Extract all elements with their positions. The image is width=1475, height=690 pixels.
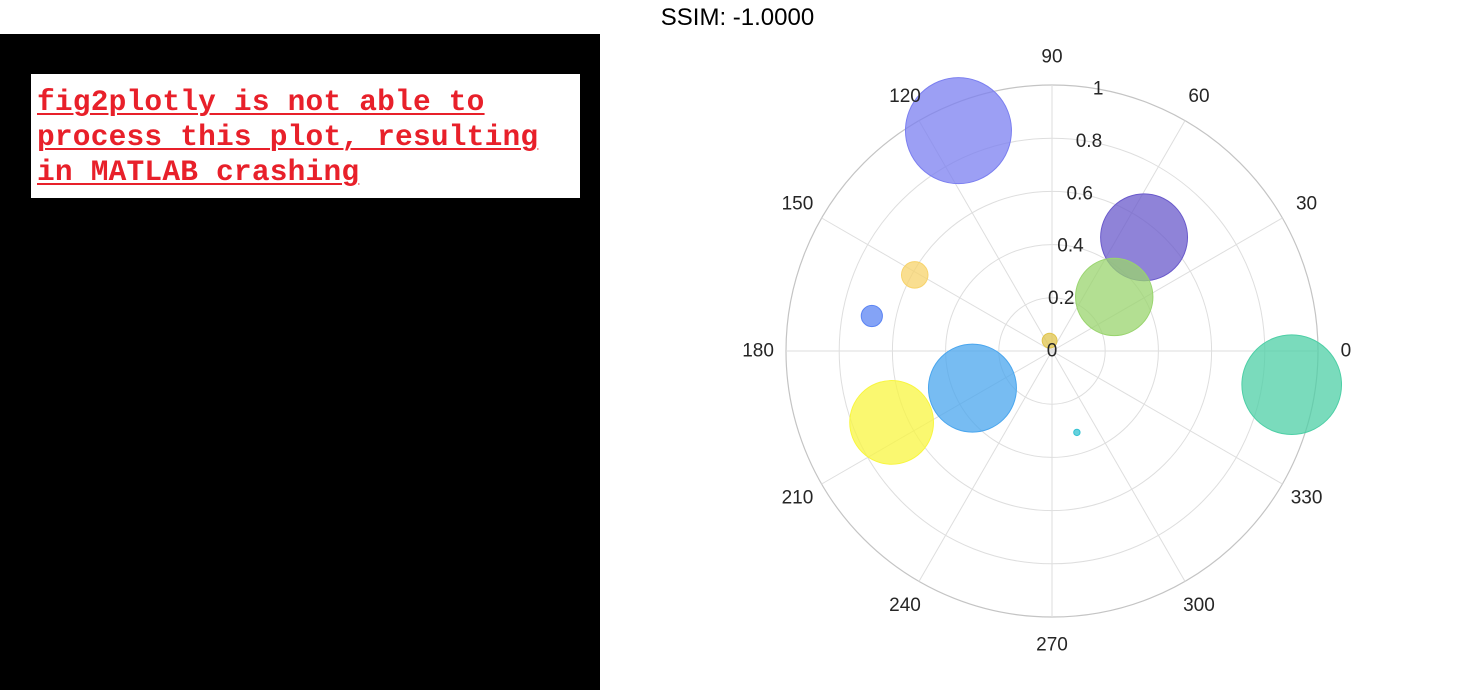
angular-gridline [1051, 217, 1283, 352]
angular-gridline [918, 350, 1053, 582]
theta-tick-label: 180 [742, 341, 774, 362]
theta-tick-label: 90 [1041, 47, 1062, 68]
bubble-point [1075, 257, 1154, 337]
page-title: SSIM: -1.0000 [660, 4, 815, 31]
r-tick-label: 0.4 [1057, 236, 1084, 257]
theta-tick-label: 240 [889, 595, 921, 616]
angular-gridline [1051, 350, 1186, 582]
r-tick-label: 0.8 [1076, 131, 1102, 152]
theta-tick-label: 0 [1341, 341, 1352, 362]
bubble-point [927, 343, 1017, 433]
r-tick-label: 0.2 [1048, 288, 1074, 309]
theta-tick-label: 210 [782, 487, 814, 508]
bubble-point [1041, 332, 1058, 349]
r-tick-label: 0.6 [1067, 183, 1093, 204]
bubble-point [1073, 428, 1081, 437]
theta-tick-label: 120 [889, 86, 921, 107]
bubble-point [860, 304, 883, 328]
angular-gridline [821, 217, 1053, 352]
tick-labels: 0 30 60 90 120 150 180 210 240 270 300 330 0 0.2 0.4 0.… [742, 47, 1351, 656]
angular-gridline [1051, 350, 1283, 485]
bubble-point [904, 77, 1012, 185]
theta-tick-label: 330 [1291, 487, 1323, 508]
bubble-point [1241, 334, 1343, 436]
theta-tick-label: 60 [1188, 86, 1209, 107]
error-message-box: fig2plotly is not able to process this p… [31, 74, 580, 198]
theta-tick-label: 150 [782, 194, 814, 215]
theta-tick-label: 300 [1183, 595, 1215, 616]
bubble-layer [849, 77, 1343, 465]
theta-tick-label: 270 [1036, 634, 1068, 655]
theta-tick-label: 30 [1296, 194, 1317, 215]
r-tick-label: 0 [1047, 341, 1058, 362]
r-tick-label: 1 [1093, 79, 1104, 100]
error-message-text: fig2plotly is not able to process this p… [37, 85, 539, 189]
bubble-point [900, 261, 929, 289]
bubble-point [849, 380, 934, 465]
error-panel: fig2plotly is not able to process this p… [0, 34, 600, 690]
